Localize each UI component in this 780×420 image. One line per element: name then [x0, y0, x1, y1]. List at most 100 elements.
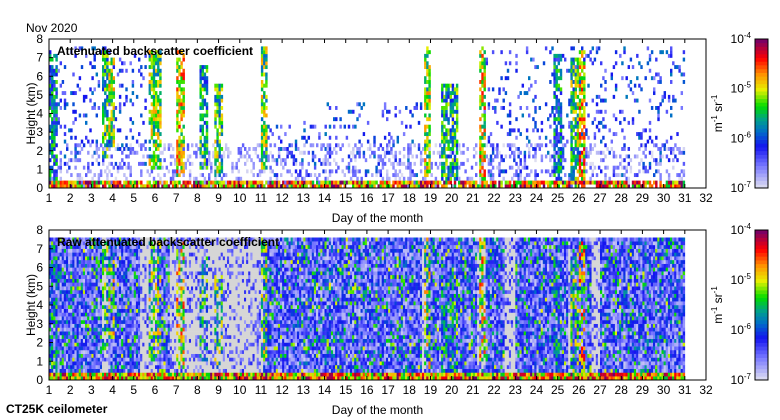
- heatmap-cell: [252, 184, 255, 189]
- heatmap-cell: [555, 80, 558, 84]
- heatmap-cell: [428, 72, 431, 77]
- heatmap-cell: [508, 184, 512, 189]
- heatmap-cell: [78, 293, 82, 298]
- heatmap-cell: [481, 113, 484, 118]
- heatmap-cell: [409, 124, 412, 129]
- heatmap-cell: [133, 275, 137, 279]
- heatmap-cell: [74, 275, 77, 279]
- colorbar-swatch: [755, 102, 768, 107]
- heatmap-cell: [148, 180, 152, 185]
- heatmap-cell: [123, 286, 126, 291]
- heatmap-cell: [481, 158, 484, 163]
- heatmap-cell: [53, 147, 56, 151]
- heatmap-cell: [49, 241, 52, 246]
- heatmap-cell: [663, 94, 667, 99]
- heatmap-cell: [95, 180, 99, 185]
- heatmap-cell: [104, 65, 107, 70]
- heatmap-cell: [451, 106, 455, 110]
- heatmap-cell: [676, 180, 679, 185]
- heatmap-cell: [123, 241, 126, 246]
- heatmap-cell: [49, 83, 52, 88]
- heatmap-cell: [66, 102, 69, 107]
- heatmap-cell: [260, 147, 264, 151]
- heatmap-cell: [491, 184, 495, 189]
- heatmap-cell: [70, 252, 73, 257]
- heatmap-cell: [80, 290, 84, 294]
- heatmap-cell: [205, 161, 209, 166]
- heatmap-cell: [659, 154, 662, 159]
- heatmap-cell: [87, 297, 90, 302]
- heatmap-cell: [129, 117, 132, 122]
- heatmap-cell: [91, 180, 94, 185]
- heatmap-cell: [288, 184, 291, 189]
- heatmap-cell: [576, 128, 580, 133]
- x-tick-label: 18: [403, 191, 417, 205]
- heatmap-cell: [61, 346, 65, 351]
- heatmap-cell: [176, 68, 179, 73]
- heatmap-cell: [93, 282, 96, 287]
- heatmap-cell: [72, 267, 75, 272]
- heatmap-cell: [155, 139, 158, 144]
- heatmap-cell: [286, 180, 289, 185]
- heatmap-cell: [451, 161, 455, 166]
- heatmap-cell: [61, 237, 65, 242]
- heatmap-cell: [568, 173, 571, 178]
- heatmap-cell: [51, 83, 54, 88]
- heatmap-cell: [578, 180, 582, 185]
- heatmap-cell: [659, 184, 662, 189]
- heatmap-cell: [534, 180, 537, 185]
- heatmap-cell: [555, 165, 558, 170]
- heatmap-cell: [653, 143, 656, 148]
- heatmap-cell: [530, 57, 533, 62]
- heatmap-cell: [576, 124, 580, 129]
- heatmap-cell: [572, 169, 575, 174]
- heatmap-cell: [68, 331, 71, 336]
- heatmap-cell: [506, 132, 510, 137]
- heatmap-cell: [487, 173, 491, 178]
- heatmap-cell: [53, 323, 56, 328]
- heatmap-cell: [104, 102, 107, 107]
- heatmap-cell: [106, 87, 109, 92]
- colorbar-swatch: [755, 57, 768, 62]
- heatmap-cell: [148, 109, 152, 114]
- heatmap-cell: [642, 184, 645, 189]
- heatmap-cell: [114, 342, 118, 347]
- heatmap-cell: [118, 161, 122, 166]
- heatmap-cell: [61, 278, 65, 283]
- heatmap-cell: [481, 76, 484, 81]
- heatmap-cell: [53, 80, 56, 84]
- heatmap-cell: [498, 180, 501, 185]
- heatmap-cell: [203, 143, 207, 148]
- heatmap-cell: [121, 278, 124, 283]
- heatmap-cell: [114, 320, 118, 324]
- heatmap-cell: [659, 147, 662, 151]
- heatmap-cell: [53, 271, 56, 276]
- heatmap-cell: [621, 180, 624, 185]
- heatmap-cell: [93, 271, 96, 276]
- heatmap-cell: [110, 143, 113, 148]
- heatmap-cell: [70, 297, 73, 302]
- heatmap-cell: [59, 106, 63, 110]
- heatmap-cell: [445, 147, 448, 151]
- colorbar-swatch: [755, 72, 768, 77]
- heatmap-cell: [665, 169, 669, 174]
- heatmap-cell: [621, 76, 624, 81]
- heatmap-cell: [127, 180, 130, 185]
- heatmap-cell: [74, 346, 77, 351]
- heatmap-cell: [530, 83, 533, 88]
- heatmap-cell: [135, 139, 139, 144]
- heatmap-cell: [123, 305, 126, 309]
- heatmap-cell: [76, 342, 80, 347]
- heatmap-cell: [150, 117, 154, 122]
- heatmap-cell: [205, 128, 209, 133]
- heatmap-cell: [49, 80, 52, 84]
- heatmap-cell: [74, 323, 77, 328]
- heatmap-cell: [152, 132, 156, 137]
- heatmap-cell: [74, 278, 77, 283]
- heatmap-cell: [265, 132, 268, 137]
- heatmap-cell: [608, 128, 611, 133]
- heatmap-cell: [135, 338, 139, 343]
- heatmap-cell: [57, 338, 60, 343]
- heatmap-cell: [135, 286, 139, 291]
- heatmap-cell: [483, 65, 486, 70]
